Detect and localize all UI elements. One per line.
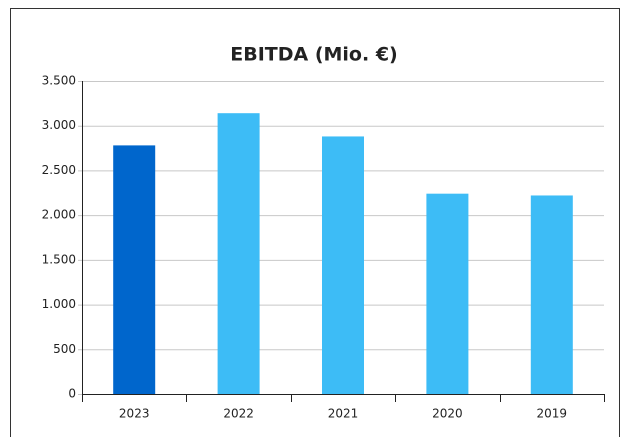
x-tick-label: 2019 xyxy=(537,407,568,421)
bar xyxy=(322,136,364,394)
x-tick-label: 2023 xyxy=(119,407,150,421)
y-tick-label: 3.000 xyxy=(42,118,76,132)
bar xyxy=(426,193,469,394)
chart-frame xyxy=(10,8,620,437)
x-tick-label: 2022 xyxy=(223,407,254,421)
bar xyxy=(113,145,156,394)
y-tick-label: 1.500 xyxy=(42,252,76,266)
y-tick-label: 0 xyxy=(68,387,76,401)
bar xyxy=(530,195,573,394)
y-tick-label: 2.000 xyxy=(42,208,76,222)
y-tick-label: 3.500 xyxy=(42,74,76,88)
y-tick-label: 500 xyxy=(53,342,76,356)
chart-title: EBITDA (Mio. €) xyxy=(230,44,397,66)
y-tick-label: 2.500 xyxy=(42,163,76,177)
bar xyxy=(217,113,260,395)
x-tick-label: 2020 xyxy=(432,407,463,421)
x-tick-label: 2021 xyxy=(328,407,359,421)
y-tick-label: 1.000 xyxy=(42,297,76,311)
